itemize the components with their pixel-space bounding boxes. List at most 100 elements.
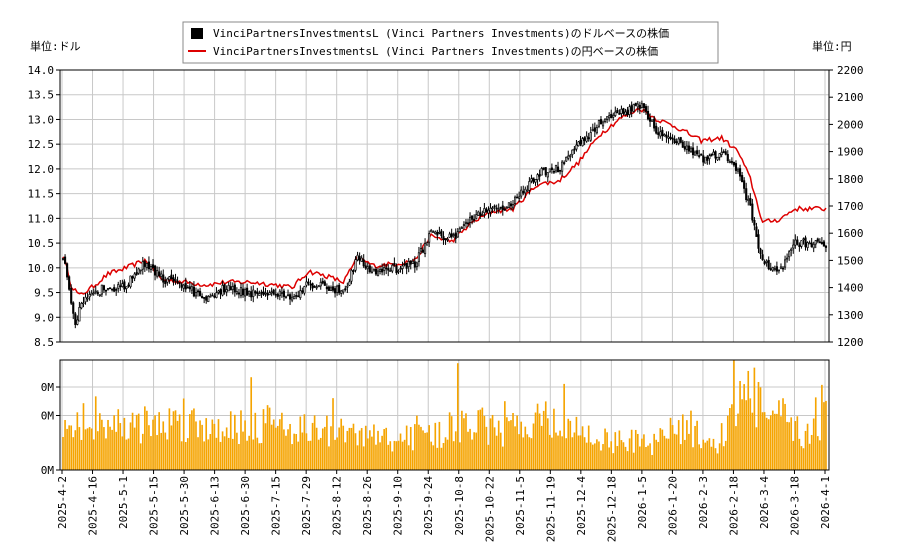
candle-body (794, 239, 797, 246)
volume-bar (804, 430, 807, 470)
candle-body (143, 261, 146, 267)
candle-body (812, 243, 815, 249)
candle-body (96, 291, 99, 295)
volume-bar (258, 443, 261, 470)
volume-bar (375, 444, 377, 470)
candle-body (548, 168, 551, 173)
candle-body (70, 287, 73, 304)
volume-bar (207, 439, 210, 470)
volume-bar (774, 413, 776, 470)
candle-body (585, 135, 588, 142)
volume-bar (74, 430, 77, 470)
volume-bar (201, 424, 203, 470)
volume-bar (743, 384, 745, 470)
candle-body (524, 188, 527, 194)
candle-body (806, 242, 809, 248)
candle-body (438, 232, 441, 234)
volume-bar (422, 430, 424, 470)
volume-bar (362, 446, 365, 470)
candle-body (211, 294, 214, 297)
candle-body (415, 262, 418, 268)
volume-bar (465, 413, 467, 470)
candle-body (469, 216, 472, 223)
candle-body (655, 125, 658, 134)
candle-body (497, 208, 500, 211)
candle-body (82, 302, 85, 305)
x-tick-label: 2026-3-4 (758, 476, 771, 529)
x-tick-label: 2025-12-4 (575, 476, 588, 536)
candle-body (186, 286, 189, 289)
volume-bar (639, 446, 641, 470)
volume-bar (810, 434, 813, 470)
candle-body (514, 196, 517, 204)
candle-body (651, 119, 654, 122)
volume-bar (688, 433, 690, 470)
volume-bar (293, 433, 295, 470)
candle-body (72, 302, 75, 314)
candle-body (653, 118, 656, 129)
y-right-tick-label: 1600 (837, 227, 864, 240)
volume-bar (225, 427, 228, 470)
candle-body (749, 197, 752, 206)
volume-bar (311, 422, 314, 470)
candle-body (252, 289, 255, 297)
y-right-tick-label: 1500 (837, 254, 864, 267)
volume-bar (197, 437, 199, 470)
volume-bar (821, 384, 823, 470)
volume-bar (295, 434, 298, 470)
volume-bar (733, 360, 735, 470)
candle-body (489, 207, 492, 213)
volume-bar (524, 426, 527, 470)
candle-body (577, 141, 580, 147)
candle-body (94, 290, 97, 293)
volume-bar (553, 408, 555, 470)
candle-body (98, 294, 101, 297)
candle-body (779, 266, 783, 269)
volume-bar (236, 432, 238, 470)
y-right-tick-label: 1200 (837, 336, 864, 349)
candle-body (528, 181, 531, 191)
candle-body (334, 288, 337, 294)
candle-body (487, 209, 490, 214)
y-left-tick-label: 12.0 (28, 163, 55, 176)
candle-body (313, 285, 316, 288)
candle-body (790, 248, 793, 251)
volume-bar (256, 437, 259, 470)
volume-bar (771, 410, 774, 470)
volume-bar (512, 413, 514, 470)
candle-body (178, 282, 181, 284)
volume-bar (542, 410, 545, 470)
candle-body (133, 273, 136, 279)
candle-body (503, 208, 506, 211)
candle-body (201, 296, 204, 299)
volume-bar (381, 435, 383, 470)
volume-bar (395, 441, 398, 470)
candle-body (698, 155, 701, 157)
jpy-line-series (62, 107, 827, 295)
candle-body (246, 287, 249, 296)
candle-body (536, 174, 539, 180)
volume-bar (86, 428, 89, 470)
volume-bar (757, 381, 760, 470)
candle-body (538, 174, 541, 177)
candle-body (358, 256, 361, 261)
volume-bar (563, 383, 565, 470)
candle-body (741, 175, 744, 183)
candle-body (389, 270, 392, 272)
volume-bar (262, 409, 265, 470)
volume-bar (667, 438, 670, 470)
volume-bar (501, 446, 504, 470)
candle-body (747, 198, 750, 201)
volume-bar (618, 430, 621, 470)
volume-bar (454, 431, 457, 470)
volume-bar (301, 432, 304, 470)
volume-bar (191, 410, 193, 470)
candle-body (777, 269, 780, 272)
volume-bar (369, 430, 371, 470)
candle-body (630, 105, 633, 112)
candle-body (88, 294, 91, 298)
volume-bar (538, 413, 541, 470)
volume-bar (643, 434, 645, 470)
volume-bar (315, 427, 318, 470)
